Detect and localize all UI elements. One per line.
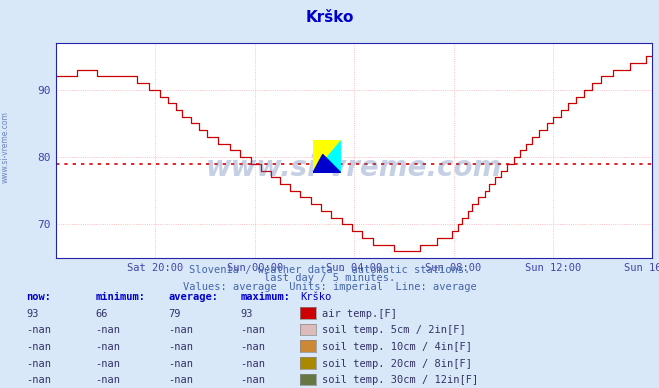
Text: -nan: -nan [168, 359, 193, 369]
Text: soil temp. 5cm / 2in[F]: soil temp. 5cm / 2in[F] [322, 325, 466, 335]
Text: soil temp. 30cm / 12in[F]: soil temp. 30cm / 12in[F] [322, 375, 478, 385]
Polygon shape [313, 154, 341, 173]
Text: Krško: Krško [305, 10, 354, 25]
Text: Values: average  Units: imperial  Line: average: Values: average Units: imperial Line: av… [183, 282, 476, 292]
Text: 66: 66 [96, 308, 108, 319]
Text: soil temp. 10cm / 4in[F]: soil temp. 10cm / 4in[F] [322, 342, 473, 352]
Text: air temp.[F]: air temp.[F] [322, 308, 397, 319]
Text: average:: average: [168, 292, 218, 302]
Text: -nan: -nan [26, 375, 51, 385]
Text: last day / 5 minutes.: last day / 5 minutes. [264, 273, 395, 283]
Text: 79: 79 [168, 308, 181, 319]
Polygon shape [313, 140, 341, 173]
Text: -nan: -nan [241, 359, 266, 369]
Text: soil temp. 20cm / 8in[F]: soil temp. 20cm / 8in[F] [322, 359, 473, 369]
Text: -nan: -nan [96, 359, 121, 369]
Text: -nan: -nan [96, 325, 121, 335]
Text: -nan: -nan [96, 375, 121, 385]
Text: -nan: -nan [241, 325, 266, 335]
Polygon shape [313, 140, 341, 173]
Text: -nan: -nan [26, 325, 51, 335]
Text: www.si-vreme.com: www.si-vreme.com [206, 154, 502, 182]
Text: 93: 93 [26, 308, 39, 319]
Text: 93: 93 [241, 308, 253, 319]
Text: -nan: -nan [241, 342, 266, 352]
Text: now:: now: [26, 292, 51, 302]
Text: www.si-vreme.com: www.si-vreme.com [1, 111, 10, 184]
Text: -nan: -nan [168, 342, 193, 352]
Text: Krško: Krško [300, 292, 331, 302]
Text: -nan: -nan [26, 342, 51, 352]
Text: maximum:: maximum: [241, 292, 291, 302]
Text: -nan: -nan [26, 359, 51, 369]
Text: -nan: -nan [96, 342, 121, 352]
Text: -nan: -nan [168, 375, 193, 385]
Text: -nan: -nan [241, 375, 266, 385]
Text: -nan: -nan [168, 325, 193, 335]
Text: Slovenia / weather data - automatic stations.: Slovenia / weather data - automatic stat… [189, 265, 470, 275]
Text: minimum:: minimum: [96, 292, 146, 302]
